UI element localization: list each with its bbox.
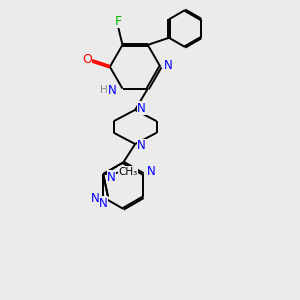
Text: N: N [137, 139, 146, 152]
Text: O: O [82, 53, 92, 66]
Text: N: N [91, 192, 99, 205]
Text: N: N [108, 84, 116, 97]
Text: N: N [107, 170, 116, 184]
Text: F: F [115, 15, 122, 28]
Text: N: N [137, 102, 146, 115]
Text: N: N [147, 165, 156, 178]
Text: N: N [164, 59, 173, 72]
Text: N: N [99, 197, 108, 210]
Text: H: H [100, 85, 108, 95]
Text: CH₃: CH₃ [118, 167, 137, 177]
